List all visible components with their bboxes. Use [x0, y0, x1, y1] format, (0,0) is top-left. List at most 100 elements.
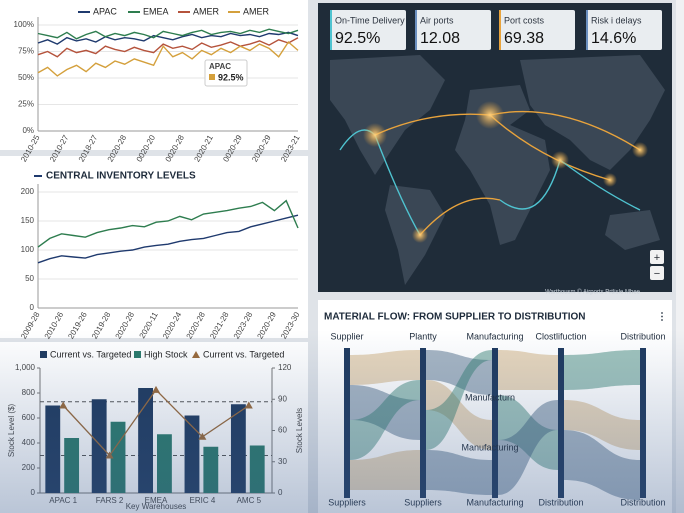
legend-label: High Stock	[144, 349, 188, 359]
bar	[249, 445, 265, 493]
y2-axis-title: Stock Levels	[295, 408, 304, 453]
column-label: Manufacturing	[466, 331, 523, 341]
side-panel	[676, 0, 684, 513]
kpi-card	[415, 10, 491, 50]
route	[374, 134, 421, 236]
y-tick-label: 25%	[18, 100, 34, 109]
y-tick-label: 50	[25, 274, 34, 283]
y-tick-label: 75%	[18, 47, 34, 56]
y-tick-label: 800	[22, 388, 36, 397]
kpi-label: Port costs	[504, 15, 545, 25]
annotation-box	[204, 59, 248, 87]
y-tick-label: 0	[31, 488, 36, 497]
kpi-card	[330, 10, 406, 50]
series-line	[37, 199, 299, 248]
bottom-label: Suppliers	[404, 497, 442, 507]
column-label: Plantty	[409, 331, 437, 341]
menu-button[interactable]: ⋮	[657, 312, 667, 323]
series-line	[37, 31, 299, 45]
y-tick-label: 200	[21, 187, 35, 196]
route	[559, 159, 641, 211]
annotation-value: 92.5%	[218, 72, 244, 82]
hub	[632, 142, 648, 158]
flow-band	[498, 350, 558, 390]
hub	[363, 123, 387, 147]
route	[419, 197, 501, 236]
hub	[476, 101, 504, 129]
legend-swatch	[134, 351, 141, 358]
kpi-card	[586, 10, 662, 50]
map: + − Warthousm © Airports Prtlisle Mhee	[318, 3, 672, 296]
legend-label: Current vs. Targeted	[203, 349, 284, 359]
bottom-label: Manufacturing	[466, 497, 523, 507]
y2-tick-label: 120	[278, 363, 292, 372]
continent	[605, 210, 660, 250]
y-tick-label: 1,000	[15, 363, 36, 372]
y-tick-label: 400	[22, 438, 36, 447]
series-line	[37, 28, 299, 40]
legend-label: Current vs. Targeted	[50, 349, 131, 359]
sankey-node	[558, 348, 564, 498]
node-label: Manufacturn	[465, 392, 515, 402]
column-label: Distribution	[620, 331, 665, 341]
sankey-node	[492, 348, 498, 498]
hub	[551, 151, 569, 169]
kpi-accent	[330, 10, 332, 50]
legend-label: EMEA	[143, 6, 169, 16]
continent	[330, 55, 445, 175]
kpi-value: 92.5%	[335, 30, 380, 47]
y-tick-label: 600	[22, 413, 36, 422]
kpi-label: Risk i delays	[591, 15, 642, 25]
y2-tick-label: 60	[278, 426, 287, 435]
panel	[0, 156, 308, 338]
kpi-label: Air ports	[420, 15, 454, 25]
sankey-node	[640, 348, 646, 498]
bottom-label: Distribution	[538, 497, 583, 507]
bar	[91, 399, 107, 493]
route	[499, 159, 561, 210]
bar	[203, 446, 219, 493]
zoom-out-button[interactable]	[650, 266, 664, 280]
kpi-label: On-Time Delivery	[335, 15, 405, 25]
series-line	[37, 214, 299, 264]
bar	[64, 438, 80, 493]
x-tick-label: APAC 1	[49, 496, 77, 505]
x-tick-label: AMC 5	[237, 496, 262, 505]
hubs	[363, 101, 648, 243]
y2-tick-label: 0	[278, 488, 283, 497]
bottom-label: Distribution	[620, 497, 665, 507]
land	[330, 55, 665, 285]
bar	[230, 404, 246, 493]
bar	[157, 434, 172, 493]
column-label: Clostlifuction	[535, 331, 586, 341]
x-tick-label: FARS 2	[96, 496, 124, 505]
hub	[412, 227, 428, 243]
attribution: Warthousm © Airports Prtlisle Mhee	[545, 289, 641, 296]
kpi-accent	[499, 10, 501, 50]
kpi-card	[499, 10, 575, 50]
y-tick-label: 100	[21, 245, 35, 254]
kpi-value: 69.38	[504, 30, 544, 47]
continent	[520, 55, 665, 170]
annotation-swatch	[209, 74, 215, 80]
legend-label: AMER	[193, 6, 220, 16]
x-tick-label: ERIC 4	[190, 496, 216, 505]
legend-label: AMER	[243, 6, 270, 16]
bar	[45, 405, 61, 493]
zoom-in-button[interactable]	[650, 250, 664, 264]
zoom-in[interactable]: +	[654, 252, 660, 264]
series-line	[37, 37, 299, 58]
y-tick-label: 0	[30, 303, 35, 312]
sankey-title: MATERIAL FLOW: FROM SUPPLIER TO DISTRIBU…	[324, 312, 585, 323]
route	[489, 114, 611, 181]
panel	[0, 0, 308, 150]
flow-band	[564, 350, 640, 390]
continent	[455, 85, 550, 245]
sankey-node	[420, 348, 426, 498]
y-tick-label: 50%	[18, 73, 34, 82]
zoom-out[interactable]: −	[654, 268, 660, 280]
bottom-label: Suppliers	[328, 497, 366, 507]
kpi-value: 14.6%	[591, 30, 636, 47]
